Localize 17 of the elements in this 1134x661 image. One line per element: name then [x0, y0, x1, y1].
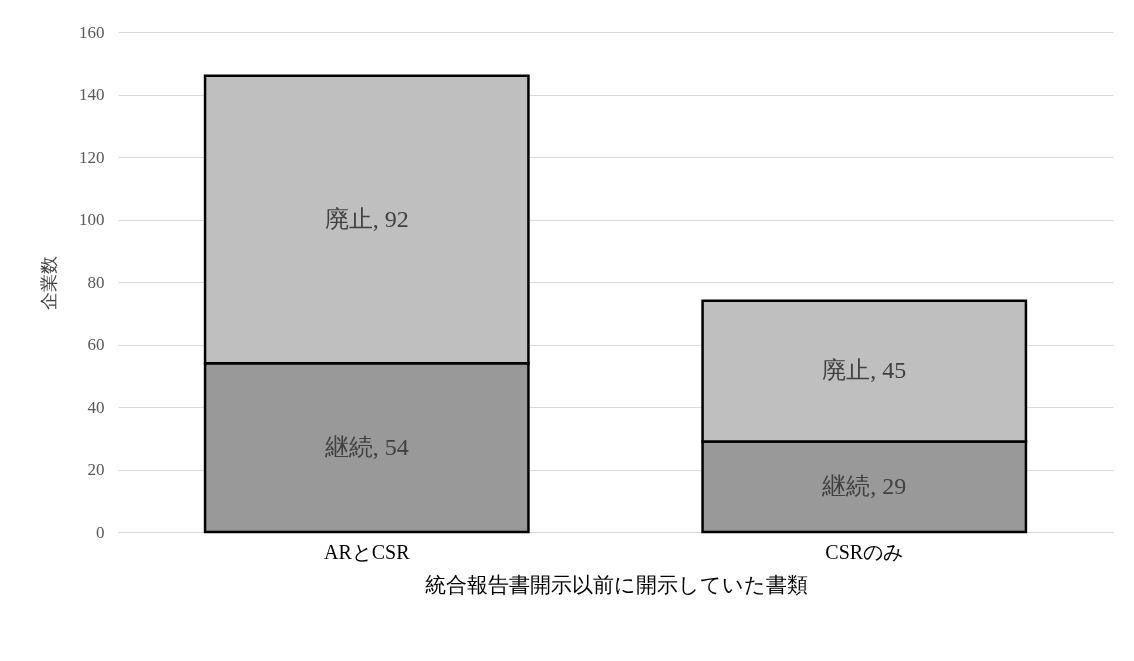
x-axis-title: 統合報告書開示以前に開示していた書類	[424, 572, 808, 597]
data-label: 継続, 29	[821, 472, 907, 499]
y-axis-title: 企業数	[39, 255, 59, 310]
y-tick-label: 100	[79, 210, 105, 229]
y-tick-label: 80	[87, 272, 105, 292]
data-label: 廃止, 92	[324, 205, 409, 232]
y-tick-label: 20	[87, 460, 105, 479]
data-label: 廃止, 45	[822, 357, 907, 384]
data-label: 継続, 54	[323, 433, 409, 460]
y-tick-label: 120	[79, 147, 105, 167]
y-tick-label: 140	[79, 85, 105, 104]
y-tick-label: 60	[87, 335, 105, 354]
y-tick-label: 160	[79, 22, 105, 42]
x-tick-label: CSRのみ	[825, 540, 904, 563]
y-tick-label: 40	[87, 397, 105, 417]
x-tick-label: ARとCSR	[323, 540, 411, 563]
y-tick-label: 0	[96, 522, 105, 542]
